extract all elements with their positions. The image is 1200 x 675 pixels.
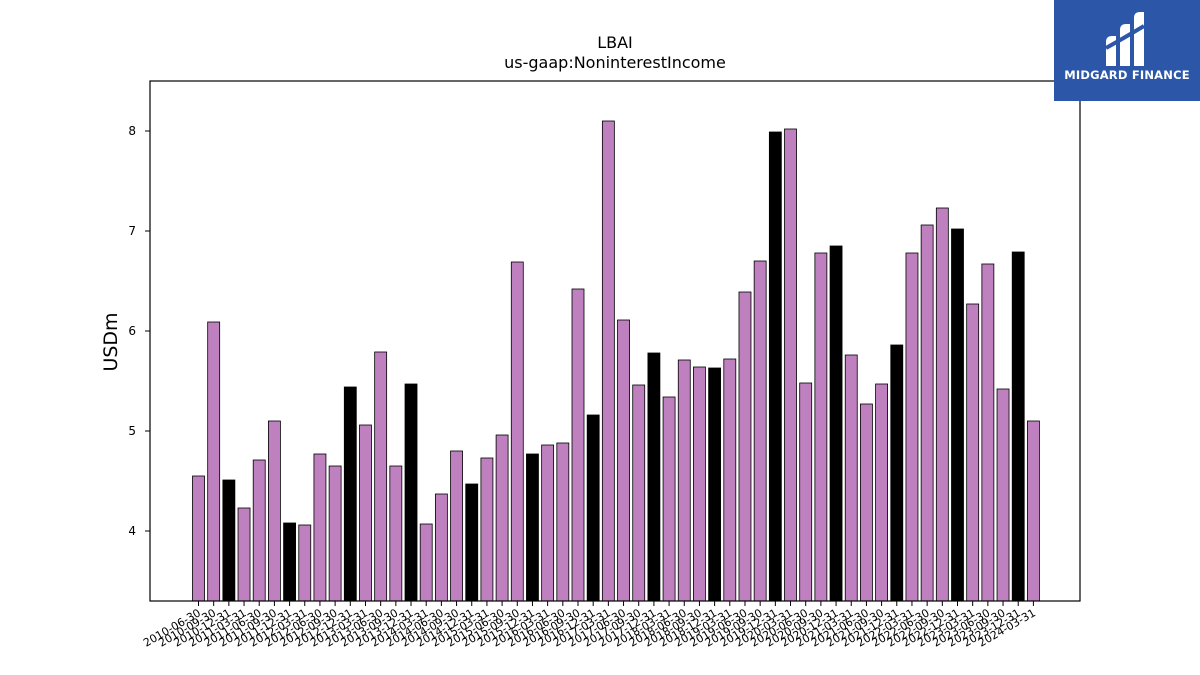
bar [222, 479, 236, 602]
y-axis-ticks: 4 5 6 7 8 [128, 124, 150, 538]
bar [935, 207, 949, 602]
bar [495, 434, 509, 602]
bar [374, 351, 388, 602]
y-tick-label: 5 [128, 424, 136, 438]
bar [267, 420, 281, 602]
bar [677, 359, 691, 602]
bar [753, 260, 767, 602]
bar [389, 465, 403, 602]
bar [966, 303, 980, 602]
bar [359, 424, 372, 602]
bar [328, 465, 342, 602]
y-tick-label: 8 [128, 124, 136, 138]
bar [237, 507, 251, 602]
bar-series [192, 120, 1040, 602]
bar [890, 344, 904, 602]
bar [647, 352, 661, 602]
chart-subtitle: us-gaap:NoninterestIncome [504, 53, 726, 72]
bar [510, 261, 524, 602]
bar [920, 224, 934, 602]
bar [404, 383, 418, 602]
bar [981, 263, 995, 602]
y-axis-label: USDm [100, 312, 122, 371]
bar [571, 288, 585, 602]
bar [844, 354, 858, 602]
bar [617, 319, 630, 602]
bar [298, 524, 312, 602]
bar [860, 403, 873, 602]
bar [556, 442, 570, 602]
logo-mark-icon [1105, 12, 1146, 66]
bar [662, 396, 676, 602]
plot-frame [149, 80, 1081, 602]
chart-title: LBAI [597, 33, 633, 52]
bar [541, 444, 555, 602]
bar [799, 382, 813, 602]
x-axis-ticks: 2010-06-302010-09-302010-12-312011-03-31… [141, 601, 1038, 650]
bar [996, 388, 1010, 602]
bar [768, 131, 782, 602]
bar [192, 475, 205, 602]
bar [465, 483, 479, 602]
bar [693, 366, 706, 602]
bar [784, 128, 797, 602]
bar [814, 252, 828, 602]
bar [632, 384, 646, 602]
y-tick-label: 6 [128, 324, 136, 338]
bar [419, 523, 433, 602]
bar [905, 252, 919, 602]
bar [207, 321, 221, 602]
bar [738, 291, 752, 602]
bar [1027, 420, 1040, 602]
bar [343, 386, 357, 602]
bar [1011, 251, 1025, 602]
bar [951, 228, 964, 602]
bar [526, 453, 539, 602]
bar [723, 358, 737, 602]
midgard-finance-logo: MIDGARD FINANCE [1054, 0, 1200, 101]
y-tick-label: 4 [128, 524, 136, 538]
bar [313, 453, 327, 602]
y-tick-label: 7 [128, 224, 136, 238]
bar [480, 457, 494, 602]
bar [875, 383, 888, 602]
bar [252, 459, 266, 602]
bar [434, 493, 448, 602]
bar [829, 245, 843, 602]
bar [586, 414, 600, 602]
bar [708, 367, 722, 602]
bar [283, 522, 296, 602]
bar [450, 450, 463, 602]
logo-text: MIDGARD FINANCE [1064, 68, 1190, 82]
bar [601, 120, 615, 602]
